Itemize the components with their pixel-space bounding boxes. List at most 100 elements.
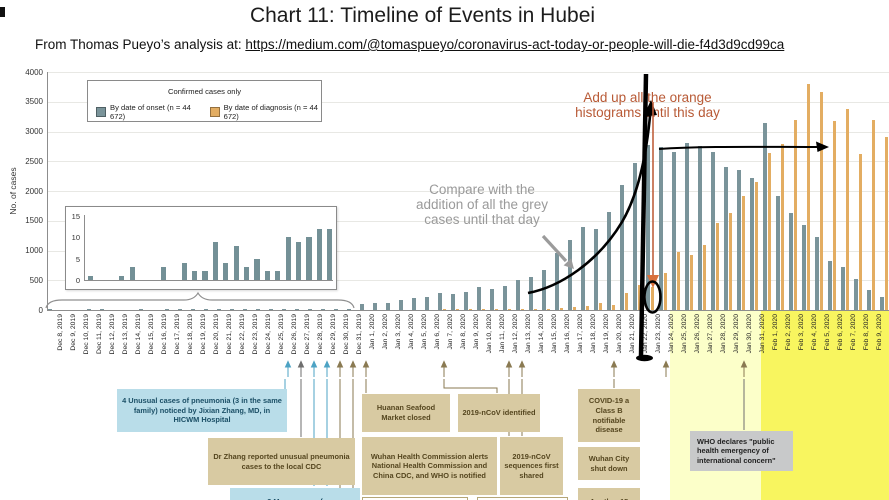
onset-bar <box>230 309 234 310</box>
onset-bar <box>750 177 754 310</box>
diagnosis-bar <box>598 303 603 310</box>
onset-bar <box>386 302 390 310</box>
x-tick-label: Dec 24, 2019 <box>264 314 272 355</box>
x-tick-label: Jan 9, 2020 <box>472 314 480 350</box>
event-another-15: Another 15 <box>578 488 640 500</box>
inset-tick-label: 15 <box>71 212 80 221</box>
diagnosis-bar <box>858 153 863 310</box>
diagnosis-bar <box>637 285 642 310</box>
diagnosis-bar <box>611 304 616 310</box>
onset-bar <box>854 278 858 310</box>
inset-onset-bar <box>316 228 322 280</box>
inset-onset-bar <box>233 245 239 280</box>
onset-bar <box>685 143 689 310</box>
diagnosis-bar <box>754 182 759 310</box>
onset-bar <box>672 151 676 310</box>
x-tick-label: Jan 19, 2020 <box>602 314 610 354</box>
inset-onset-bar <box>212 241 218 280</box>
inset-onset-bar <box>264 271 270 280</box>
onset-legend-swatch <box>96 107 106 117</box>
onset-bar <box>646 145 650 310</box>
diagnosis-bar <box>767 152 772 310</box>
event-huanan-closed: Huanan Seafood Market closed <box>362 394 450 432</box>
x-tick-label: Dec 31, 2019 <box>355 314 363 355</box>
y-tick-label: 3000 <box>25 127 43 136</box>
onset-bar <box>373 302 377 310</box>
event-class-b: COVID-19 a Class B notifiable disease <box>578 389 640 442</box>
diagnosis-bar <box>819 92 824 310</box>
x-tick-label: Dec 12, 2019 <box>108 314 116 355</box>
onset-bar <box>451 293 455 310</box>
event-unusual-cases: 4 Unusual cases of pneumonia (3 in the s… <box>117 389 287 432</box>
x-tick-label: Dec 8, 2019 <box>56 314 64 351</box>
onset-bar <box>880 296 884 310</box>
x-axis-line <box>47 310 889 311</box>
onset-bar <box>308 309 312 310</box>
diagnosis-bar <box>845 108 850 310</box>
onset-bar <box>802 224 806 310</box>
diagnosis-bar <box>494 309 499 310</box>
x-tick-label: Jan 25, 2020 <box>680 314 688 354</box>
x-tick-label: Jan 1, 2020 <box>368 314 376 350</box>
onset-bar <box>165 309 169 310</box>
page-title: Chart 11: Timeline of Events in Hubei <box>249 4 596 27</box>
x-tick-label: Dec 14, 2019 <box>134 314 142 355</box>
inset-onset-bar <box>181 262 187 280</box>
x-tick-label: Jan 8, 2020 <box>459 314 467 350</box>
diagnosis-bar <box>793 119 798 310</box>
onset-bar <box>178 309 182 310</box>
diagnosis-bar <box>871 119 876 310</box>
onset-bar <box>659 147 663 310</box>
x-tick-label: Dec 22, 2019 <box>238 314 246 355</box>
x-tick-label: Dec 11, 2019 <box>95 314 103 354</box>
y-tick-label: 4000 <box>25 67 43 77</box>
onset-bar <box>295 309 299 310</box>
onset-bar <box>724 166 728 310</box>
x-tick-label: Jan 21, 2020 <box>628 314 636 354</box>
diagnosis-bar <box>468 309 473 310</box>
y-tick-label: 2000 <box>25 186 43 196</box>
diagnosis-bar <box>806 84 811 310</box>
x-tick-label: Jan 22, 2020 <box>641 314 649 354</box>
onset-legend-label: By date of onset (n = 44 672) <box>110 103 191 121</box>
onset-bar <box>464 291 468 310</box>
x-tick-label: Dec 10, 2019 <box>82 314 90 355</box>
x-tick-label: Jan 6, 2020 <box>433 314 441 350</box>
x-tick-label: Jan 4, 2020 <box>407 314 415 350</box>
diagnosis-bar <box>559 307 564 310</box>
x-tick-label: Jan 14, 2020 <box>537 314 545 354</box>
onset-bar <box>737 169 741 310</box>
x-tick-label: Jan 17, 2020 <box>576 314 584 354</box>
diagnosis-bar <box>728 213 733 310</box>
inset-onset-bar <box>223 262 229 280</box>
subtitle-prefix: From Thomas Pueyo’s analysis at: <box>35 37 246 52</box>
x-tick-label: Jan 10, 2020 <box>485 314 493 354</box>
gridline <box>47 280 889 282</box>
analysis-link[interactable]: https://medium.com/@tomaspueyo/coronavir… <box>245 37 785 52</box>
event-wuhan-shutdown: Wuhan City shut down <box>578 447 640 480</box>
x-tick-label: Dec 17, 2019 <box>173 314 181 355</box>
onset-bar <box>555 252 559 310</box>
x-tick-label: Jan 5, 2020 <box>420 314 428 350</box>
x-tick-label: Jan 13, 2020 <box>524 314 532 354</box>
x-tick-label: Jan 15, 2020 <box>550 314 558 354</box>
diagnosis-bar <box>715 223 720 310</box>
gridline <box>47 101 889 103</box>
diagnosis-bar <box>533 308 538 310</box>
inset-onset-bar <box>306 237 312 280</box>
x-tick-label: Jan 29, 2020 <box>732 314 740 354</box>
diagnosis-bar <box>442 309 447 310</box>
onset-bar <box>139 309 143 310</box>
inset-onset-bar <box>275 271 281 280</box>
x-tick-label: Feb 2, 2020 <box>784 314 792 351</box>
inset-tick-label: 5 <box>75 254 80 264</box>
event-box-partial-1 <box>362 497 468 500</box>
y-axis-line <box>47 72 48 311</box>
onset-bar <box>256 309 260 310</box>
gridline <box>47 161 889 163</box>
onset-bar <box>529 276 533 310</box>
x-tick-label: Jan 2, 2020 <box>381 314 389 350</box>
onset-bar <box>607 211 611 310</box>
y-tick-label: 3500 <box>25 97 43 107</box>
